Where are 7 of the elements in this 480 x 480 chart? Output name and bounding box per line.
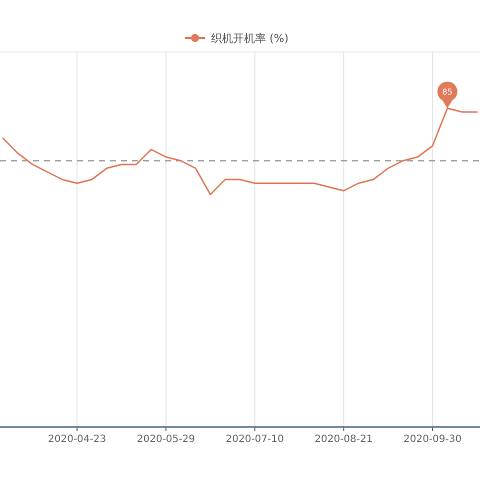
x-tick-label: 2020-07-10 (226, 434, 284, 445)
data-label: 85 (442, 87, 452, 96)
x-tick-label: 2020-05-29 (136, 434, 195, 445)
legend-label: 织机开机率 (%) (211, 32, 289, 45)
x-tick-label: 2020-04-23 (48, 434, 106, 445)
x-tick-label: 2020-08-21 (314, 434, 373, 445)
x-tick-label: 2020-09-30 (404, 434, 462, 445)
